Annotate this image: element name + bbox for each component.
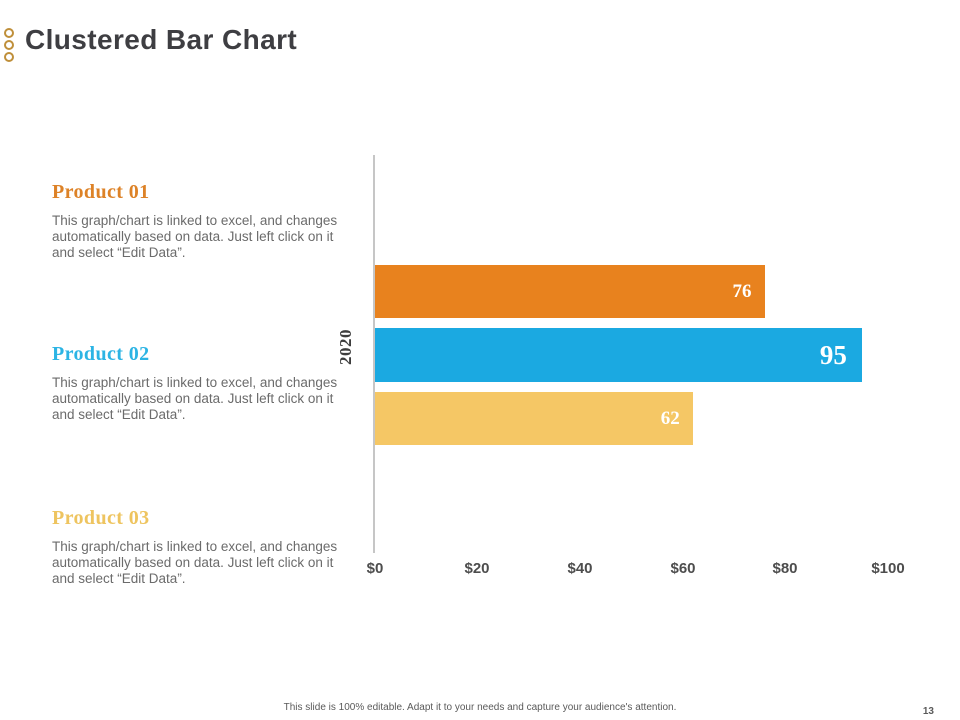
product-1-description: This graph/chart is linked to excel, and… xyxy=(52,213,338,260)
product-block-2: Product 02 This graph/chart is linked to… xyxy=(52,343,354,423)
bar-product-02: 95 xyxy=(375,328,862,382)
ring-icon xyxy=(4,40,14,50)
x-axis-ticks: $0 $20 $40 $60 $80 $100 xyxy=(0,560,960,580)
x-tick-label: $20 xyxy=(464,560,490,577)
rings-icon xyxy=(4,28,14,64)
bar-value-label: 76 xyxy=(732,280,752,302)
ring-icon xyxy=(4,28,14,38)
product-block-1: Product 01 This graph/chart is linked to… xyxy=(52,181,354,261)
x-tick-label: $40 xyxy=(567,560,593,577)
x-tick-label: $0 xyxy=(366,560,384,577)
product-block-3: Product 03 This graph/chart is linked to… xyxy=(52,507,354,587)
bar-product-01: 76 xyxy=(375,265,765,318)
page-number: 13 xyxy=(922,706,934,717)
product-3-heading: Product 03 xyxy=(52,507,150,529)
bar-value-label: 95 xyxy=(819,339,847,370)
product-3-description: This graph/chart is linked to excel, and… xyxy=(52,539,338,586)
y-axis-line xyxy=(373,155,375,553)
product-2-description: This graph/chart is linked to excel, and… xyxy=(52,375,338,422)
product-2-heading: Product 02 xyxy=(52,343,150,365)
x-tick-label: $60 xyxy=(670,560,696,577)
ring-icon xyxy=(4,52,14,62)
x-tick-label: $80 xyxy=(772,560,798,577)
category-axis-label: 2020 xyxy=(336,329,355,365)
page-title: Clustered Bar Chart xyxy=(25,24,298,55)
footer-note: This slide is 100% editable. Adapt it to… xyxy=(283,702,677,713)
product-1-heading: Product 01 xyxy=(52,181,150,203)
x-tick-label: $100 xyxy=(871,560,905,577)
bar-value-label: 62 xyxy=(660,407,680,429)
bar-product-03: 62 xyxy=(375,392,693,445)
